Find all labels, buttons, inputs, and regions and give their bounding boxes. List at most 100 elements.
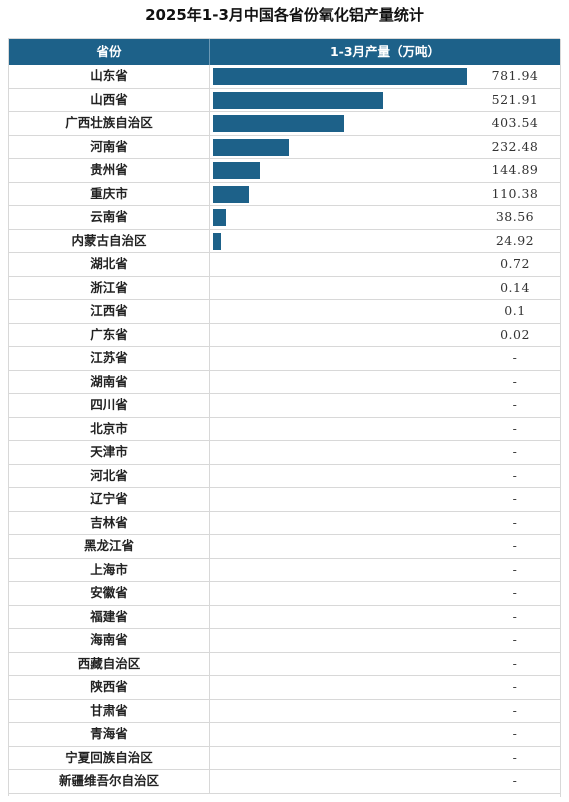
province-label: 河南省 — [9, 135, 210, 158]
table-row: 江西省 0.1 — [9, 300, 560, 324]
table-row: 重庆市 110.38 — [9, 182, 560, 206]
table-row: 山东省 781.94 — [9, 65, 560, 89]
province-label: 四川省 — [9, 394, 210, 417]
table-row: 广西壮族自治区 403.54 — [9, 112, 560, 136]
table-row: 陕西省 - — [9, 676, 560, 700]
value-label: 24.92 — [495, 232, 535, 248]
table-row: 江苏省 - — [9, 347, 560, 371]
table-row: 青海省 - — [9, 723, 560, 747]
province-label: 安徽省 — [9, 582, 210, 605]
value-label: - — [512, 726, 518, 741]
production-bar — [213, 209, 226, 226]
table-row: 天津市 - — [9, 441, 560, 465]
table-row: 内蒙古自治区 24.92 — [9, 229, 560, 253]
province-label: 河北省 — [9, 464, 210, 487]
province-label: 江西省 — [9, 300, 210, 323]
table-row: 辽宁省 - — [9, 488, 560, 512]
province-label: 甘肃省 — [9, 699, 210, 722]
value-label: - — [512, 467, 518, 483]
value-label: - — [512, 773, 518, 788]
production-bar — [213, 185, 249, 203]
province-label: 宁夏回族自治区 — [9, 746, 210, 769]
production-bar — [213, 138, 289, 156]
value-label: 110.38 — [491, 185, 539, 201]
province-label: 天津市 — [9, 441, 210, 464]
table-row: 甘肃省 - — [9, 699, 560, 723]
province-label: 海南省 — [9, 629, 210, 652]
value-label: - — [512, 561, 518, 577]
province-label: 吉林省 — [9, 511, 210, 534]
value-label: - — [512, 749, 518, 765]
value-label: - — [512, 632, 518, 647]
value-label: - — [512, 350, 518, 365]
province-label: 湖南省 — [9, 370, 210, 393]
value-label: 38.56 — [495, 209, 535, 224]
table-header: 省份 1-3月产量（万吨） — [9, 39, 560, 65]
value-label: 0.02 — [500, 326, 530, 342]
value-label: - — [512, 585, 518, 600]
table-row: 山西省 521.91 — [9, 88, 560, 112]
value-label: - — [512, 373, 518, 389]
production-bar — [213, 68, 467, 85]
value-label: - — [512, 514, 518, 530]
province-label: 陕西省 — [9, 676, 210, 699]
value-label: - — [512, 608, 518, 624]
value-label: - — [512, 655, 518, 671]
chart-title: 2025年1-3月中国各省份氧化铝产量统计 — [145, 6, 424, 24]
province-label: 新疆维吾尔自治区 — [9, 770, 210, 793]
province-label: 黑龙江省 — [9, 535, 210, 558]
province-label: 湖北省 — [9, 253, 210, 276]
value-label: 0.14 — [500, 279, 530, 295]
data-table: 省份 1-3月产量（万吨） 山东省 781.94 山西省 521.91 广西壮族自治区 4… — [8, 38, 561, 797]
value-label: 521.91 — [491, 91, 539, 107]
province-label: 青海省 — [9, 723, 210, 746]
value-label: - — [512, 702, 518, 718]
table-row: 安徽省 - — [9, 582, 560, 606]
province-label: 浙江省 — [9, 276, 210, 299]
table-row: 海南省 - — [9, 629, 560, 653]
table-row: 河北省 - — [9, 464, 560, 488]
production-bar — [213, 232, 221, 250]
table-row: 云南省 38.56 — [9, 206, 560, 230]
table-right-border — [560, 39, 561, 797]
province-label: 云南省 — [9, 206, 210, 229]
table-row: 福建省 - — [9, 605, 560, 629]
value-label: 0.1 — [504, 303, 526, 318]
table-row: 新疆维吾尔自治区 - — [9, 770, 560, 794]
table-row: 广东省 0.02 — [9, 323, 560, 347]
header-province: 省份 — [9, 39, 210, 65]
table-row: 宁夏回族自治区 - — [9, 746, 560, 770]
production-bar — [213, 162, 260, 179]
production-bar — [213, 115, 344, 132]
province-label: 广东省 — [9, 323, 210, 346]
table-row: 湖北省 0.72 — [9, 253, 560, 277]
value-label: 781.94 — [491, 68, 539, 83]
value-label: - — [512, 444, 518, 459]
province-label: 福建省 — [9, 605, 210, 628]
value-label: - — [512, 538, 518, 553]
province-label: 上海市 — [9, 558, 210, 581]
value-label: - — [512, 397, 518, 412]
header-production: 1-3月产量（万吨） — [329, 44, 441, 59]
value-label: - — [512, 679, 518, 694]
value-label: - — [512, 420, 518, 436]
table-row: 四川省 - — [9, 394, 560, 418]
value-label: 0.72 — [500, 256, 530, 271]
province-label: 北京市 — [9, 417, 210, 440]
table-row: 湖南省 - — [9, 370, 560, 394]
production-bar — [213, 91, 383, 109]
province-label: 江苏省 — [9, 347, 210, 370]
province-label: 贵州省 — [9, 159, 210, 182]
province-label: 辽宁省 — [9, 488, 210, 511]
value-label: 232.48 — [491, 138, 539, 154]
table-row: 黑龙江省 - — [9, 535, 560, 559]
province-label: 内蒙古自治区 — [9, 229, 210, 252]
table-row: 吉林省 - — [9, 511, 560, 535]
province-label: 山西省 — [9, 88, 210, 111]
value-label: - — [512, 491, 518, 506]
table-row: 北京市 - — [9, 417, 560, 441]
province-label: 广西壮族自治区 — [9, 112, 210, 135]
table-row: 上海市 - — [9, 558, 560, 582]
province-label: 山东省 — [9, 65, 210, 88]
value-label: 403.54 — [491, 115, 539, 130]
